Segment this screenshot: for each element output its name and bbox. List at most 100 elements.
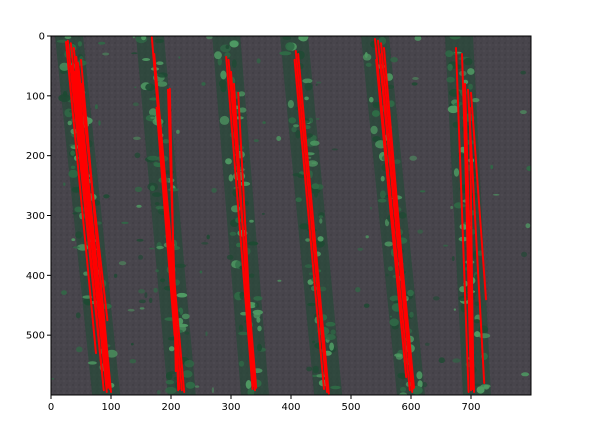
weed-leaf: [364, 52, 368, 58]
plant-leaf: [398, 212, 407, 219]
weed-leaf: [102, 52, 110, 56]
weed-leaf: [211, 387, 215, 394]
plant-leaf: [147, 155, 159, 161]
y-tick-label: 200: [26, 151, 45, 162]
weed-leaf: [422, 381, 428, 388]
plant-leaf: [409, 311, 414, 318]
plant-leaf: [176, 323, 189, 328]
plant-leaf: [314, 239, 325, 248]
plant-leaf: [291, 126, 297, 133]
weed-leaf: [262, 121, 266, 124]
x-tick-label: 200: [161, 402, 180, 413]
plant-leaf: [157, 72, 168, 78]
weed-leaf: [387, 266, 394, 272]
weed-leaf: [520, 110, 527, 115]
weed-leaf: [316, 81, 322, 84]
detected-line: [155, 106, 176, 337]
weed-leaf: [277, 279, 282, 282]
plant-leaf: [238, 324, 244, 332]
weed-leaf: [150, 116, 155, 119]
plant-leaf: [247, 241, 259, 246]
plant-leaf: [67, 120, 73, 126]
weed-leaf: [156, 390, 161, 395]
weed-leaf: [393, 159, 401, 165]
plant-leaf: [293, 124, 299, 128]
plant-leaf: [407, 289, 414, 297]
weed-leaf: [369, 96, 374, 103]
detected-line: [468, 106, 475, 390]
plant-leaf: [330, 385, 341, 390]
plant-leaf: [74, 206, 83, 213]
plant-leaf: [141, 36, 147, 41]
plant-leaf: [176, 292, 188, 298]
weed-leaf: [153, 287, 158, 293]
plant-leaf: [155, 205, 166, 210]
plot-area: [51, 36, 531, 395]
weed-leaf: [412, 77, 419, 80]
weed-leaf: [118, 261, 127, 266]
weed-leaf: [206, 36, 213, 40]
x-tick-label: 400: [281, 402, 300, 413]
detected-line: [293, 58, 325, 390]
plant-leaf: [169, 371, 175, 375]
plant-leaf: [244, 201, 249, 206]
weed-leaf: [226, 254, 234, 260]
plant-leaf: [68, 169, 79, 178]
plant-leaf: [154, 38, 164, 44]
weed-leaf: [61, 290, 67, 295]
x-axis: 0 100 200 300 400 500 600 700: [48, 395, 481, 413]
weed-leaf: [473, 383, 481, 386]
plant-leaf: [254, 302, 259, 308]
plant-leaf: [220, 70, 227, 80]
weed-leaf: [319, 286, 327, 292]
weed-leaf: [113, 273, 118, 278]
plant-leaf: [279, 51, 292, 56]
detected-line: [375, 58, 408, 379]
plant-leaf: [298, 36, 304, 41]
detected-line: [65, 41, 97, 355]
plant-leaf: [463, 57, 473, 66]
plant-leaf: [106, 349, 118, 358]
weed-leaf: [365, 235, 369, 239]
plant-leaf: [324, 334, 336, 341]
y-tick-label: 300: [26, 211, 45, 222]
weed-leaf: [176, 129, 180, 134]
weed-leaf: [357, 247, 364, 251]
weed-leaf: [127, 308, 135, 312]
weed-leaf: [455, 101, 464, 106]
weed-leaf: [409, 155, 418, 161]
detected-line: [470, 91, 487, 301]
plant-leaf: [389, 318, 399, 327]
weed-leaf: [211, 187, 217, 193]
weed-leaf: [261, 212, 265, 215]
plant-leaf: [453, 168, 460, 177]
plant-leaf: [142, 58, 151, 61]
weed-leaf: [134, 186, 143, 192]
weed-leaf: [138, 289, 146, 294]
detected-line: [233, 82, 253, 373]
plant-leaf: [478, 325, 489, 334]
weed-leaf: [521, 372, 530, 377]
weed-leaf: [201, 242, 209, 245]
plant-leaf: [445, 50, 454, 58]
weed-leaf: [369, 206, 373, 210]
plant-leaf: [225, 158, 232, 165]
plant-leaf: [154, 202, 160, 206]
x-tick-label: 300: [221, 402, 240, 413]
y-tick-label: 100: [26, 91, 45, 102]
plant-leaf: [304, 82, 313, 91]
weed-leaf: [144, 292, 148, 299]
plant-leaf: [478, 333, 491, 339]
plant-leaf: [249, 273, 255, 278]
x-tick-label: 500: [341, 402, 360, 413]
plant-leaf: [371, 110, 380, 117]
plant-leaf: [219, 115, 230, 125]
weed-leaf: [201, 82, 206, 86]
weed-leaf: [453, 308, 456, 311]
plant-leaf: [239, 181, 251, 186]
weed-leaf: [330, 329, 336, 335]
weed-leaf: [304, 264, 313, 269]
plant-leaf: [182, 370, 193, 378]
detected-lines: [65, 36, 487, 395]
plant-leaf: [238, 360, 245, 367]
